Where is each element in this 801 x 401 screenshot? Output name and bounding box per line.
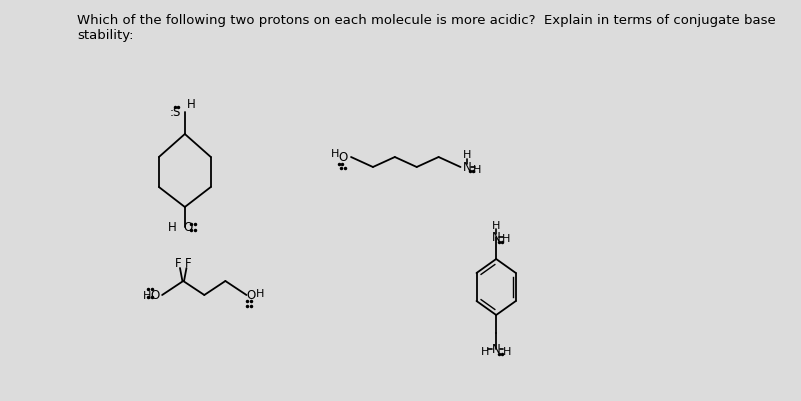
Text: O: O xyxy=(246,289,256,302)
Text: O: O xyxy=(338,151,348,164)
Text: H: H xyxy=(492,221,501,231)
Text: N: N xyxy=(492,231,501,244)
Text: :S: :S xyxy=(170,106,181,119)
Text: N: N xyxy=(492,342,501,356)
Text: H: H xyxy=(473,164,481,174)
Text: H: H xyxy=(481,346,489,356)
Text: H: H xyxy=(502,346,511,356)
Text: H: H xyxy=(168,221,177,234)
Text: H: H xyxy=(256,288,264,298)
Text: H: H xyxy=(331,149,339,159)
Text: Which of the following two protons on each molecule is more acidic?  Explain in : Which of the following two protons on ea… xyxy=(77,14,776,42)
Text: F: F xyxy=(185,257,191,270)
Text: N: N xyxy=(463,161,471,174)
Text: O: O xyxy=(183,221,192,234)
Text: H: H xyxy=(187,98,195,111)
Text: H: H xyxy=(143,290,151,300)
Text: O: O xyxy=(151,289,159,302)
Text: H: H xyxy=(463,150,471,160)
Text: F: F xyxy=(175,257,182,270)
Text: H: H xyxy=(501,233,510,243)
